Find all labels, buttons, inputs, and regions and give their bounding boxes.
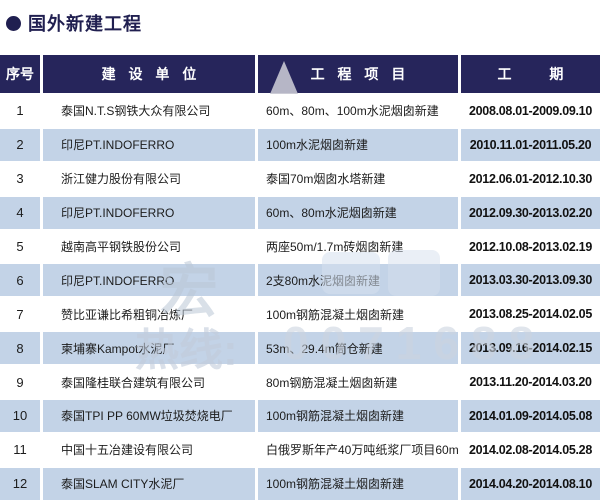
- cell-no: 2: [0, 128, 40, 161]
- cell-no: 7: [0, 298, 40, 331]
- cell-project: 80m钢筋混凝土烟囱新建: [258, 366, 458, 399]
- cell-unit: 中国十五冶建设有限公司: [43, 433, 255, 466]
- cell-no: 3: [0, 162, 40, 195]
- cell-no: 9: [0, 366, 40, 399]
- cell-period: 2013.03.30-2013.09.30: [461, 264, 600, 297]
- cell-project: 100m钢筋混凝土烟囱新建: [258, 298, 458, 331]
- page-title-text: 国外新建工程: [28, 14, 142, 34]
- cell-no: 8: [0, 332, 40, 365]
- cell-project: 100m钢筋混凝土烟囱新建: [258, 467, 458, 500]
- cell-no: 11: [0, 433, 40, 466]
- cell-period: 2013.09.16-2014.02.15: [461, 332, 600, 365]
- cell-unit: 印尼PT.INDOFERRO: [43, 264, 255, 297]
- cell-unit: 柬埔寨Kampot水泥厂: [43, 332, 255, 365]
- cell-unit: 泰国隆桂联合建筑有限公司: [43, 366, 255, 399]
- cell-project: 100m钢筋混凝土烟囱新建: [258, 400, 458, 432]
- page-title: 国外新建工程: [6, 10, 142, 36]
- cell-project: 两座50m/1.7m砖烟囱新建: [258, 230, 458, 263]
- col-header-period: 工 期: [461, 55, 600, 93]
- cell-unit: 泰国TPI PP 60MW垃圾焚烧电厂: [43, 400, 255, 432]
- cell-period: 2012.09.30-2013.02.20: [461, 196, 600, 229]
- cell-project: 60m、80m、100m水泥烟囱新建: [258, 95, 458, 127]
- cell-unit: 印尼PT.INDOFERRO: [43, 196, 255, 229]
- cell-unit: 浙江健力股份有限公司: [43, 162, 255, 195]
- cell-period: 2010.11.01-2011.05.20: [461, 128, 600, 161]
- cell-no: 1: [0, 95, 40, 127]
- projects-table: 序号 建 设 单 位 工 程 项 目 工 期 1 泰国N.T.S钢铁大众有限公司…: [0, 55, 600, 500]
- cell-no: 10: [0, 400, 40, 432]
- col-header-unit: 建 设 单 位: [43, 55, 255, 93]
- cell-period: 2013.11.20-2014.03.20: [461, 366, 600, 399]
- cell-period: 2014.01.09-2014.05.08: [461, 400, 600, 432]
- cell-period: 2014.02.08-2014.05.28: [461, 433, 600, 466]
- bullet-icon: [6, 15, 21, 31]
- cell-no: 6: [0, 264, 40, 297]
- cell-period: 2012.10.08-2013.02.19: [461, 230, 600, 263]
- cell-period: 2012.06.01-2012.10.30: [461, 162, 600, 195]
- cell-project: 53m、29.4m筒仓新建: [258, 332, 458, 365]
- cell-project: 100m水泥烟囱新建: [258, 128, 458, 161]
- cell-project: 60m、80m水泥烟囱新建: [258, 196, 458, 229]
- cell-unit: 泰国SLAM CITY水泥厂: [43, 467, 255, 500]
- cell-project: 白俄罗斯年产40万吨纸浆厂项目60m烟囱新建: [258, 433, 458, 466]
- col-header-project: 工 程 项 目: [258, 55, 458, 93]
- cell-unit: 赞比亚谦比希粗铜冶炼厂: [43, 298, 255, 331]
- cell-unit: 越南高平钢铁股份公司: [43, 230, 255, 263]
- cell-no: 4: [0, 196, 40, 229]
- cell-period: 2013.08.25-2014.02.05: [461, 298, 600, 331]
- cell-unit: 泰国N.T.S钢铁大众有限公司: [43, 95, 255, 127]
- cell-period: 2014.04.20-2014.08.10: [461, 467, 600, 500]
- cell-unit: 印尼PT.INDOFERRO: [43, 128, 255, 161]
- cell-no: 12: [0, 467, 40, 500]
- cell-no: 5: [0, 230, 40, 263]
- col-header-no: 序号: [0, 55, 40, 93]
- cell-project: 泰国70m烟囱水塔新建: [258, 162, 458, 195]
- cell-period: 2008.08.01-2009.09.10: [461, 95, 600, 127]
- cell-project: 2支80m水泥烟囱新建: [258, 264, 458, 297]
